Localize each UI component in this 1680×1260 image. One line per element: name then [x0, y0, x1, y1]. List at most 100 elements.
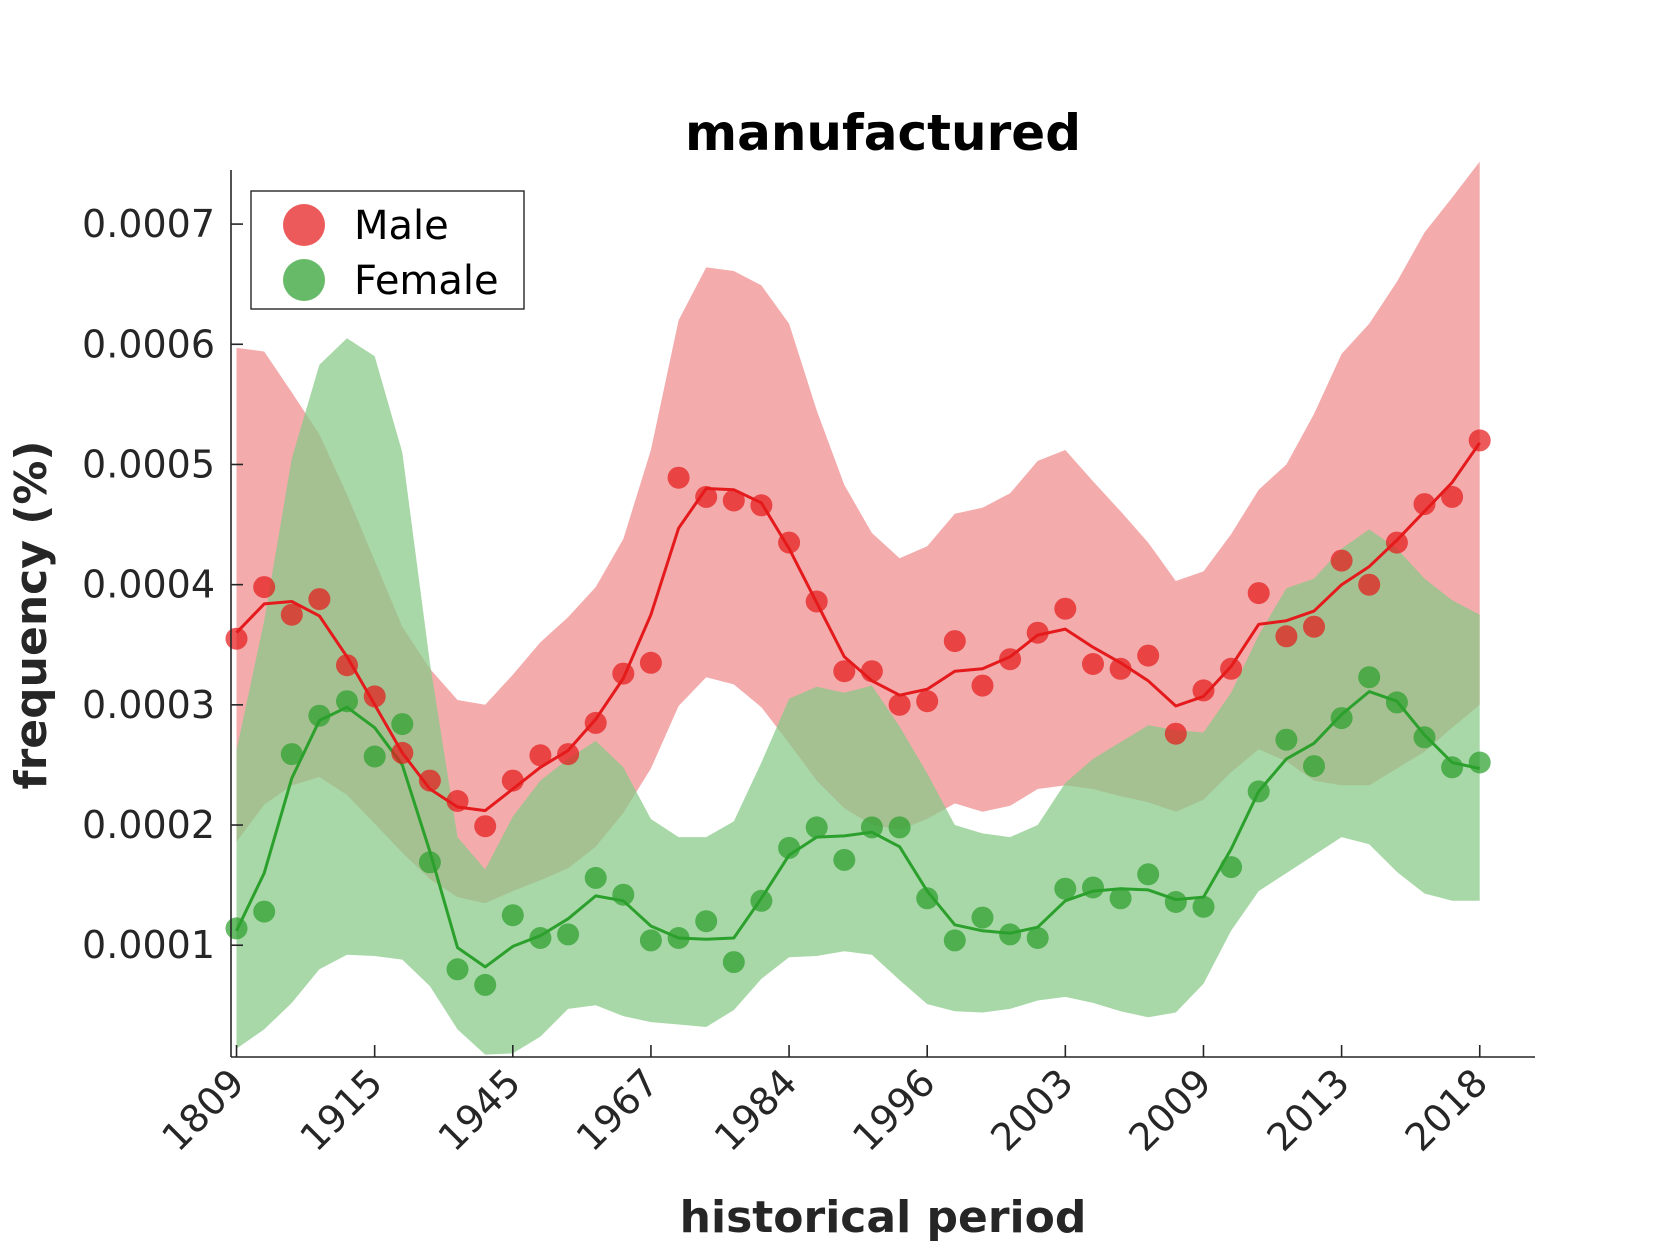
- male-point: [667, 466, 690, 489]
- male-point: [916, 690, 939, 713]
- female-point: [1358, 666, 1381, 689]
- female-point: [501, 904, 524, 927]
- female-point: [999, 923, 1022, 946]
- male-point: [308, 588, 331, 611]
- female-point: [418, 851, 441, 874]
- chart-title: manufactured: [685, 104, 1081, 162]
- male-point: [1137, 644, 1160, 667]
- y-axis-label: frequency (%): [6, 440, 57, 789]
- female-point: [750, 889, 773, 912]
- male-point: [557, 743, 580, 766]
- legend: Male Female: [250, 190, 525, 310]
- male-point: [860, 660, 883, 683]
- female-point: [474, 973, 497, 996]
- male-point: [418, 769, 441, 792]
- series-lines: [235, 441, 1481, 969]
- male-point: [805, 590, 828, 613]
- female-point: [805, 816, 828, 839]
- female-point: [391, 713, 414, 736]
- confidence-bands: [236, 161, 1480, 1055]
- male-point: [833, 660, 856, 683]
- y-tick-label: 0.0006: [82, 322, 215, 366]
- male-point: [446, 790, 469, 812]
- male-point: [1054, 597, 1077, 620]
- female-point: [1192, 895, 1215, 918]
- female-legend-marker: [283, 259, 325, 301]
- male-point: [722, 489, 745, 512]
- male-point: [1468, 429, 1491, 452]
- female-point: [1468, 751, 1491, 774]
- male-point: [1303, 615, 1325, 638]
- female-point: [308, 704, 331, 727]
- male-point: [363, 685, 386, 708]
- female-point: [860, 816, 883, 839]
- male-point: [1026, 621, 1049, 644]
- female-point: [1164, 891, 1187, 913]
- male-point: [888, 693, 911, 716]
- female-point: [1220, 856, 1243, 879]
- male-point: [1082, 653, 1104, 675]
- male-point: [391, 741, 414, 764]
- male-point: [336, 654, 358, 677]
- male-point: [529, 744, 552, 767]
- male-point: [750, 494, 773, 517]
- male-point: [1275, 625, 1298, 648]
- female-point: [1082, 876, 1104, 899]
- y-tick-label: 0.0002: [82, 803, 215, 847]
- female-point: [916, 887, 939, 910]
- male-point: [639, 651, 662, 674]
- male-point: [584, 711, 607, 734]
- female-point: [888, 816, 911, 839]
- male-point: [253, 576, 276, 599]
- female-point: [639, 929, 662, 952]
- female-point: [1441, 756, 1464, 779]
- female-point: [695, 910, 718, 933]
- male-point: [778, 531, 801, 554]
- male-point: [1192, 679, 1215, 702]
- female-point: [612, 883, 635, 906]
- female-point: [1303, 755, 1325, 778]
- female-point: [1275, 728, 1298, 751]
- male-point: [1220, 657, 1243, 680]
- male-point: [695, 485, 718, 508]
- male-legend-label: Male: [354, 203, 449, 249]
- female-point: [225, 917, 248, 940]
- female-point: [336, 690, 358, 713]
- female-point: [557, 923, 580, 946]
- male-point: [1358, 573, 1381, 596]
- y-tick-label: 0.0005: [82, 442, 215, 486]
- male-point: [501, 769, 524, 792]
- female-legend-label: Female: [354, 258, 499, 304]
- male-point: [1247, 582, 1270, 605]
- female-point: [529, 927, 552, 949]
- y-tick-label: 0.0001: [82, 923, 215, 967]
- male-point: [280, 603, 303, 626]
- male-band: [236, 161, 1480, 904]
- series-points: [225, 429, 1491, 996]
- female-point: [363, 745, 386, 768]
- female-point: [1385, 691, 1408, 714]
- male-point: [971, 674, 994, 697]
- male-legend-marker: [283, 204, 325, 246]
- female-point: [1109, 887, 1132, 910]
- female-point: [943, 929, 966, 952]
- female-point: [1026, 927, 1049, 949]
- male-point: [612, 662, 635, 685]
- female-point: [1413, 726, 1436, 749]
- female-point: [971, 906, 994, 929]
- male-point: [1413, 493, 1436, 516]
- y-tick-label: 0.0004: [82, 563, 215, 607]
- female-point: [1054, 877, 1077, 900]
- male-point: [1164, 722, 1187, 745]
- y-tick-label: 0.0003: [82, 683, 215, 727]
- female-point: [253, 900, 276, 923]
- male-point: [1385, 531, 1408, 554]
- male-point: [999, 648, 1022, 671]
- male-point: [225, 627, 248, 650]
- x-axis-label: historical period: [680, 1192, 1087, 1243]
- female-point: [722, 951, 745, 974]
- male-point: [943, 630, 966, 653]
- female-band: [236, 338, 1480, 1055]
- male-trend-line: [235, 441, 1481, 813]
